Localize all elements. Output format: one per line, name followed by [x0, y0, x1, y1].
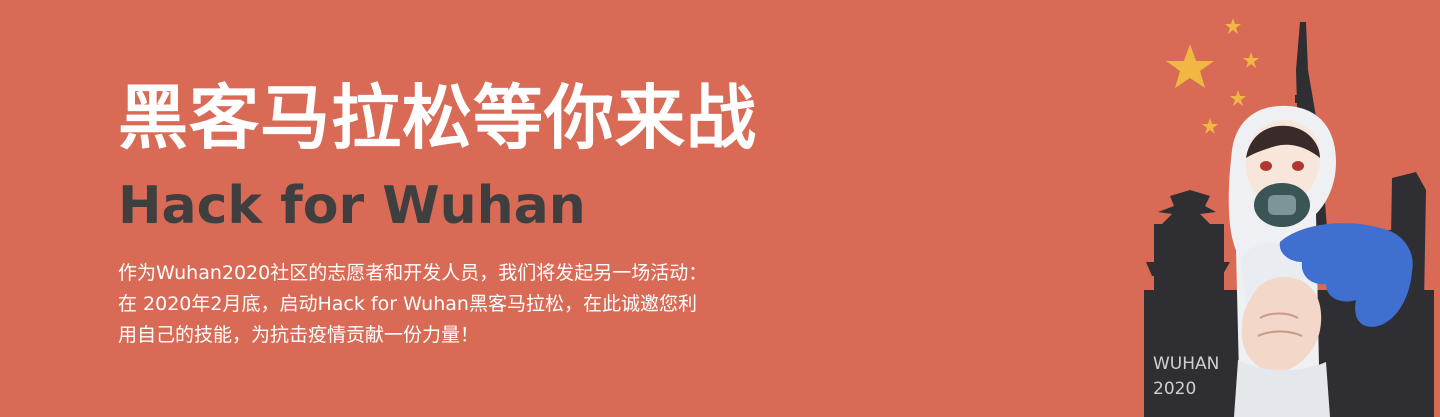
illustration-label: WUHAN 2020	[1153, 352, 1219, 402]
star-icon	[1243, 52, 1259, 68]
star-icon	[1230, 90, 1246, 106]
description-line: 作为Wuhan2020社区的志愿者和开发人员，我们将发起另一场活动：	[118, 262, 708, 284]
description-line: 用自己的技能，为抗击疫情贡献一份力量！	[118, 324, 480, 346]
star-icons	[1166, 18, 1259, 134]
star-icon	[1225, 18, 1241, 34]
medic-in-protective-suit	[1228, 105, 1413, 417]
star-icon	[1202, 118, 1218, 134]
wuhan-illustration	[1130, 0, 1440, 417]
illustration-label-line: 2020	[1153, 379, 1197, 399]
illustration-svg	[1144, 18, 1434, 417]
headline: 黑客马拉松等你来战	[118, 77, 757, 159]
subheadline: Hack for Wuhan	[118, 176, 586, 236]
star-icon	[1166, 44, 1214, 88]
illustration-label-line: WUHAN	[1153, 354, 1220, 374]
description-line: 在 2020年2月底，启动Hack for Wuhan黑客马拉松，在此诚邀您利	[118, 293, 697, 315]
description: 作为Wuhan2020社区的志愿者和开发人员，我们将发起另一场活动： 在 202…	[118, 258, 858, 351]
